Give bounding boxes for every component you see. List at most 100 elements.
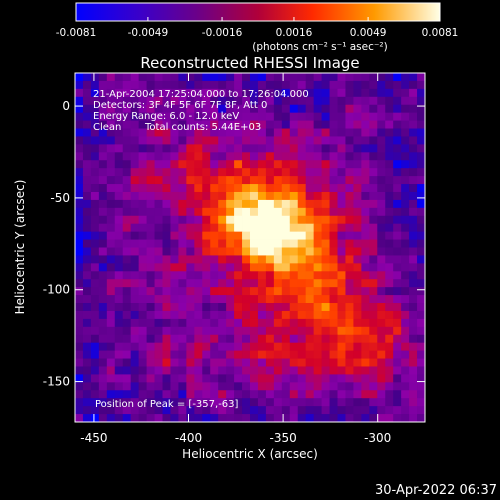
heatmap-cell bbox=[273, 239, 283, 248]
heatmap-cell bbox=[265, 168, 275, 177]
heatmap-cell bbox=[353, 80, 362, 90]
heatmap-cell bbox=[281, 255, 291, 264]
heatmap-cell bbox=[242, 287, 251, 296]
heatmap-cell bbox=[170, 191, 179, 201]
heatmap-cell bbox=[369, 191, 378, 201]
heatmap-cell bbox=[162, 255, 171, 264]
heatmap-cell bbox=[250, 295, 259, 304]
heatmap-cell bbox=[385, 207, 394, 217]
heatmap-cell bbox=[297, 88, 307, 98]
heatmap-cell bbox=[265, 342, 275, 352]
heatmap-cell bbox=[337, 73, 346, 82]
heatmap-cell bbox=[281, 152, 291, 161]
heatmap-cell bbox=[146, 279, 155, 288]
heatmap-cell bbox=[417, 104, 426, 114]
heatmap-cell bbox=[154, 390, 163, 399]
heatmap-cell bbox=[226, 247, 235, 256]
heatmap-cell bbox=[146, 406, 155, 415]
heatmap-cell bbox=[369, 358, 378, 367]
heatmap-cell bbox=[345, 80, 354, 90]
heatmap-cell bbox=[202, 73, 211, 82]
heatmap-cell bbox=[250, 231, 259, 240]
heatmap-cell bbox=[353, 207, 362, 217]
heatmap-cell bbox=[353, 168, 362, 177]
heatmap-cell bbox=[297, 160, 307, 169]
heatmap-cell bbox=[178, 176, 187, 185]
heatmap-cell bbox=[337, 263, 346, 272]
heatmap-cell bbox=[337, 303, 346, 312]
heatmap-cell bbox=[154, 334, 163, 344]
heatmap-cell bbox=[289, 199, 299, 209]
heatmap-cell bbox=[321, 88, 330, 98]
heatmap-cell bbox=[178, 191, 187, 201]
heatmap-cell bbox=[202, 199, 211, 209]
heatmap-cell bbox=[226, 263, 235, 272]
heatmap-cell bbox=[130, 199, 140, 209]
heatmap-cell bbox=[162, 96, 171, 106]
heatmap-cell bbox=[313, 326, 322, 336]
heatmap-cell bbox=[170, 382, 179, 391]
heatmap-cell bbox=[273, 176, 283, 185]
heatmap-cell bbox=[90, 152, 100, 161]
heatmap-cell bbox=[202, 231, 211, 240]
heatmap-cell bbox=[242, 136, 251, 145]
heatmap-cell bbox=[130, 176, 140, 185]
heatmap-cell bbox=[401, 223, 410, 233]
heatmap-cell bbox=[146, 215, 155, 225]
heatmap-cell bbox=[281, 287, 291, 296]
heatmap-cell bbox=[273, 223, 283, 233]
heatmap-cell bbox=[146, 73, 155, 82]
heatmap-cell bbox=[313, 303, 322, 312]
heatmap-cell bbox=[337, 128, 346, 137]
heatmap-cell bbox=[226, 398, 235, 407]
heatmap-cell bbox=[265, 136, 275, 145]
heatmap-cell bbox=[353, 342, 362, 352]
heatmap-cell bbox=[162, 104, 171, 114]
heatmap-cell bbox=[106, 239, 116, 248]
heatmap-cell bbox=[313, 176, 322, 185]
heatmap-cell bbox=[90, 231, 100, 240]
heatmap-cell bbox=[178, 128, 187, 137]
heatmap-cell bbox=[154, 191, 163, 201]
heatmap-cell bbox=[297, 303, 307, 312]
heatmap-cell bbox=[122, 239, 132, 248]
heatmap-cell bbox=[210, 128, 219, 137]
heatmap-cell bbox=[162, 88, 171, 98]
heatmap-cell bbox=[170, 310, 179, 320]
heatmap-cell bbox=[90, 191, 100, 201]
heatmap-cell bbox=[162, 271, 171, 280]
heatmap-cell bbox=[170, 295, 179, 304]
heatmap-cell bbox=[281, 350, 291, 359]
heatmap-cell bbox=[417, 318, 426, 328]
heatmap-cell bbox=[226, 326, 235, 336]
heatmap-cell bbox=[162, 223, 171, 233]
colorbar-tick-label: -0.0016 bbox=[202, 27, 243, 39]
heatmap-cell bbox=[186, 184, 195, 193]
heatmap-cell bbox=[106, 382, 116, 391]
heatmap-cell bbox=[75, 112, 84, 121]
heatmap-cell bbox=[226, 374, 235, 383]
heatmap-cell bbox=[337, 406, 346, 415]
heatmap-cell bbox=[242, 96, 251, 106]
heatmap-cell bbox=[82, 144, 92, 153]
heatmap-cell bbox=[194, 80, 203, 90]
heatmap-cell bbox=[409, 191, 418, 201]
heatmap-cell bbox=[273, 247, 283, 256]
heatmap-cell bbox=[305, 199, 315, 209]
heatmap-cell bbox=[369, 382, 378, 391]
heatmap-cell bbox=[90, 80, 100, 90]
heatmap-cell bbox=[122, 191, 132, 201]
heatmap-cell bbox=[202, 112, 211, 121]
heatmap-cell bbox=[234, 160, 243, 169]
heatmap-cell bbox=[289, 310, 299, 320]
heatmap-cell bbox=[417, 88, 426, 98]
heatmap-cell bbox=[75, 136, 84, 145]
heatmap-cell bbox=[186, 199, 195, 209]
heatmap-cell bbox=[234, 358, 243, 367]
heatmap-cell bbox=[186, 88, 195, 98]
heatmap-cell bbox=[194, 223, 203, 233]
heatmap-cell bbox=[186, 215, 195, 225]
heatmap-cell bbox=[90, 414, 100, 423]
heatmap-cell bbox=[281, 342, 291, 352]
heatmap-cell bbox=[82, 414, 92, 423]
